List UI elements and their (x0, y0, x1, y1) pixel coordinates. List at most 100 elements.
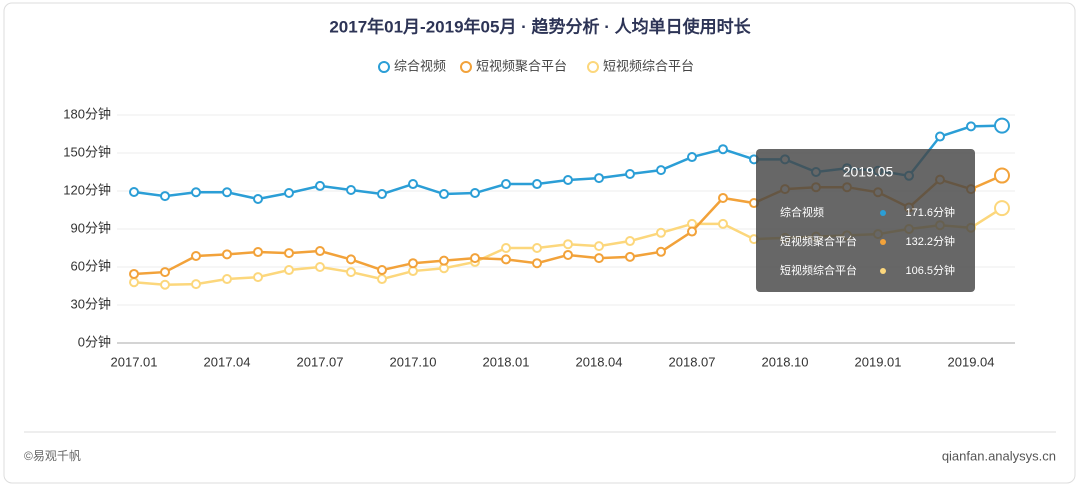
chart-title: 2017年01月-2019年05月 · 趋势分析 · 人均单日使用时长 (329, 16, 751, 36)
data-point (994, 167, 1010, 184)
legend-marker (460, 61, 472, 73)
tooltip-box (756, 149, 975, 292)
legend-marker (378, 61, 390, 73)
data-point (594, 253, 604, 264)
data-point (129, 187, 139, 198)
frame (3, 2, 1076, 484)
data-point (625, 169, 635, 180)
legend-label: 综合视频 (394, 58, 446, 73)
y-tick-label: 120分钟 (63, 182, 111, 197)
footer-right: qianfan.analysys.cn (942, 448, 1056, 463)
tooltip-dot (880, 210, 886, 216)
x-tick-label: 2019.04 (948, 354, 995, 369)
data-point (966, 121, 976, 132)
tooltip-dot (880, 239, 886, 245)
data-point (656, 246, 666, 257)
y-tick-label: 0分钟 (78, 334, 111, 349)
data-point (935, 131, 945, 142)
legend-marker (587, 61, 599, 73)
data-point (532, 243, 542, 253)
tooltip-value: 106.5分钟 (905, 263, 955, 277)
data-point (284, 248, 294, 259)
tooltip-dot (880, 268, 886, 274)
data-point (408, 266, 418, 277)
y-tick-label: 90分钟 (71, 220, 111, 235)
legend-label: 短视频聚合平台 (476, 58, 567, 73)
data-point (439, 255, 449, 266)
x-tick-label: 2017.07 (297, 354, 344, 369)
x-tick-label: 2019.01 (855, 354, 902, 369)
data-point (994, 200, 1010, 217)
data-point (625, 236, 635, 247)
data-point (625, 251, 635, 262)
y-tick-label: 60分钟 (71, 258, 111, 273)
x-tick-label: 2017.01 (111, 354, 158, 369)
data-point (160, 279, 170, 290)
data-point (501, 254, 511, 265)
data-point (563, 249, 573, 260)
data-point (656, 165, 666, 176)
x-tick-label: 2017.10 (390, 354, 437, 369)
data-point (222, 274, 232, 285)
tooltip-value: 132.2分钟 (905, 234, 955, 248)
data-point (687, 152, 697, 163)
data-point (346, 184, 356, 195)
data-point (439, 189, 449, 200)
data-point (315, 262, 325, 272)
data-point (191, 250, 201, 261)
y-tick-label: 180分钟 (63, 106, 111, 121)
data-point (253, 193, 263, 204)
data-point (160, 267, 170, 278)
data-point (718, 144, 728, 155)
data-point (532, 258, 542, 269)
x-tick-label: 2017.04 (204, 354, 251, 369)
tooltip-name: 综合视频 (780, 205, 824, 219)
x-tick-label: 2018.07 (669, 354, 716, 369)
data-point (129, 277, 139, 288)
data-point (470, 253, 480, 264)
data-point (160, 191, 170, 202)
data-point (594, 241, 604, 252)
data-point (532, 179, 542, 190)
footer-left: ©易观千帆 (24, 448, 81, 463)
data-point (470, 188, 480, 199)
data-point (315, 246, 325, 257)
data-point (253, 247, 263, 258)
tooltip-title: 2019.05 (843, 164, 894, 180)
tooltip-name: 短视频聚合平台 (780, 234, 857, 248)
data-point (253, 272, 263, 283)
data-point (377, 274, 387, 285)
x-tick-label: 2018.01 (483, 354, 530, 369)
y-tick-label: 30分钟 (71, 296, 111, 311)
x-tick-label: 2018.04 (576, 354, 623, 369)
data-point (191, 187, 201, 198)
data-point (994, 117, 1010, 134)
data-point (346, 267, 356, 278)
data-point (191, 279, 201, 290)
tooltip-name: 短视频综合平台 (780, 263, 857, 277)
data-point (129, 268, 139, 279)
data-point (222, 187, 232, 198)
data-point (284, 188, 294, 199)
data-point (315, 180, 325, 191)
data-point (687, 226, 697, 237)
tooltip-value: 171.6分钟 (905, 205, 955, 219)
data-point (346, 254, 356, 265)
data-point (563, 174, 573, 185)
data-point (377, 265, 387, 276)
data-point (377, 189, 387, 200)
data-point (408, 258, 418, 269)
data-point (222, 249, 232, 260)
data-point (284, 265, 294, 276)
y-tick-label: 150分钟 (63, 144, 111, 159)
legend-label: 短视频综合平台 (603, 58, 694, 73)
data-point (501, 243, 511, 253)
data-point (594, 173, 604, 184)
data-point (718, 218, 728, 229)
data-point (408, 179, 418, 190)
data-point (718, 192, 728, 203)
data-point (501, 179, 511, 190)
data-point (563, 239, 573, 250)
